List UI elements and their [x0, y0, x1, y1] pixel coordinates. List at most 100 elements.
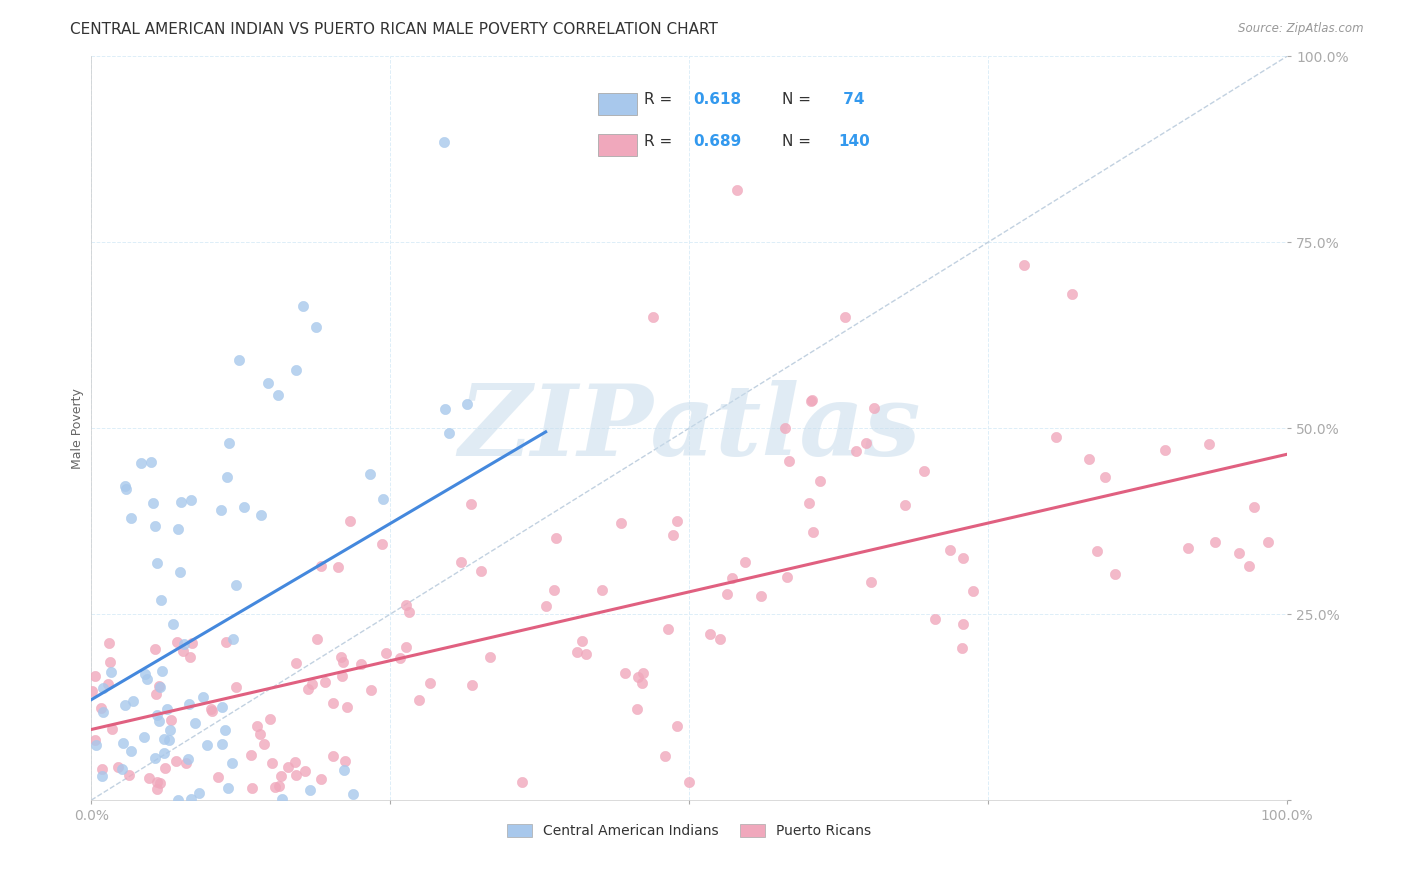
Point	[253, 738, 276, 752]
Point	[862, 401, 884, 415]
Point	[654, 748, 676, 763]
Text: CENTRAL AMERICAN INDIAN VS PUERTO RICAN MALE POVERTY CORRELATION CHART: CENTRAL AMERICAN INDIAN VS PUERTO RICAN …	[70, 22, 718, 37]
Point	[134, 730, 156, 744]
Point	[114, 698, 136, 713]
Point	[214, 723, 236, 738]
Point	[299, 782, 322, 797]
Point	[291, 299, 314, 313]
Point	[699, 627, 721, 641]
Point	[371, 537, 394, 551]
Point	[1154, 442, 1177, 457]
Point	[134, 666, 156, 681]
Point	[333, 763, 356, 777]
Point	[165, 755, 187, 769]
Point	[297, 681, 319, 696]
Point	[179, 650, 201, 665]
Point	[82, 683, 104, 698]
Point	[122, 694, 145, 708]
Point	[129, 456, 152, 470]
Point	[359, 467, 381, 481]
Point	[156, 702, 179, 716]
Point	[627, 670, 650, 684]
Point	[157, 732, 180, 747]
Point	[285, 768, 308, 782]
Point	[360, 683, 382, 698]
Point	[209, 503, 232, 517]
Point	[143, 751, 166, 765]
Point	[145, 782, 167, 797]
Point	[314, 674, 336, 689]
Point	[188, 786, 211, 800]
Point	[271, 791, 294, 805]
Point	[342, 787, 364, 801]
Point	[277, 760, 299, 774]
Point	[107, 760, 129, 774]
Point	[100, 665, 122, 680]
Point	[510, 774, 533, 789]
Point	[284, 755, 307, 769]
Point	[153, 761, 176, 775]
Point	[145, 708, 167, 723]
Point	[218, 436, 240, 450]
Point	[631, 676, 654, 690]
Point	[952, 550, 974, 565]
Point	[1060, 287, 1083, 301]
Point	[350, 657, 373, 671]
Point	[263, 780, 285, 794]
Point	[859, 575, 882, 590]
Point	[169, 495, 191, 509]
Point	[1227, 546, 1250, 560]
Point	[371, 491, 394, 506]
Point	[1045, 430, 1067, 444]
Point	[262, 756, 284, 771]
Point	[239, 747, 262, 762]
Point	[84, 738, 107, 752]
Point	[408, 693, 430, 707]
Point	[419, 675, 441, 690]
Point	[173, 637, 195, 651]
Point	[1104, 566, 1126, 581]
Point	[233, 500, 256, 514]
Point	[217, 469, 239, 483]
Point	[322, 749, 344, 764]
Point	[146, 775, 169, 789]
Point	[725, 183, 748, 197]
Point	[716, 586, 738, 600]
Point	[138, 771, 160, 785]
Point	[950, 640, 973, 655]
Point	[166, 793, 188, 807]
Point	[180, 792, 202, 806]
Point	[575, 647, 598, 661]
Point	[240, 781, 263, 796]
Point	[461, 678, 484, 692]
Point	[172, 643, 194, 657]
Point	[855, 436, 877, 450]
Point	[309, 772, 332, 786]
Point	[388, 650, 411, 665]
Point	[1204, 535, 1226, 549]
Point	[1094, 470, 1116, 484]
Point	[193, 690, 215, 705]
Point	[284, 656, 307, 670]
Point	[211, 700, 233, 714]
Point	[90, 701, 112, 715]
Point	[159, 723, 181, 737]
Point	[98, 655, 121, 669]
Point	[148, 679, 170, 693]
Point	[250, 508, 273, 522]
Point	[335, 754, 357, 768]
Point	[91, 705, 114, 719]
Point	[159, 713, 181, 727]
Point	[800, 393, 823, 408]
Point	[180, 493, 202, 508]
Point	[834, 310, 856, 324]
Point	[83, 733, 105, 747]
Point	[167, 522, 190, 536]
Point	[962, 584, 984, 599]
Point	[217, 780, 239, 795]
Point	[336, 700, 359, 714]
Point	[305, 632, 328, 646]
Point	[152, 731, 174, 746]
Point	[395, 640, 418, 655]
Point	[200, 702, 222, 716]
